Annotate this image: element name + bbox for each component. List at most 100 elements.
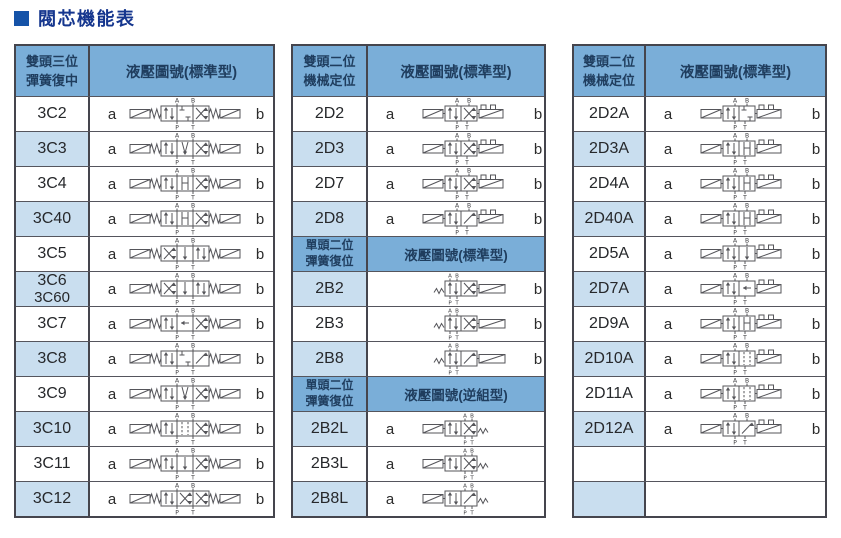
svg-text:T: T	[190, 405, 195, 412]
header-diagram-title: 液壓圖號(標準型)	[368, 46, 544, 96]
svg-text:P: P	[455, 125, 459, 132]
table-header: 單頭二位 彈簧復位 液壓圖號(逆組型)	[293, 376, 544, 411]
label-b: b	[811, 385, 821, 403]
header-title-text: 液壓圖號(標準型)	[404, 248, 508, 263]
model-code-cell: 2D12A	[574, 412, 646, 446]
svg-text:T: T	[742, 230, 747, 237]
svg-text:A: A	[175, 378, 180, 385]
model-code: 3C5	[37, 245, 67, 263]
label-b: b	[811, 315, 821, 333]
svg-text:P: P	[463, 441, 467, 447]
model-code: 2D3A	[588, 140, 630, 158]
label-b: b	[811, 105, 821, 123]
label-a: a	[107, 245, 117, 263]
model-code-cell: 3C2	[16, 97, 90, 131]
svg-text:P: P	[463, 476, 467, 482]
label-b: b	[255, 175, 265, 193]
label-a: a	[663, 245, 673, 263]
model-code-cell: 2D7A	[574, 272, 646, 306]
header-line: 機械定位	[303, 73, 356, 88]
svg-text:P: P	[448, 336, 452, 342]
svg-text:A: A	[733, 133, 738, 140]
model-code: 2D2	[314, 105, 345, 123]
model-code: 3C3	[37, 140, 67, 158]
model-code-cell: 3C9	[16, 377, 90, 411]
svg-text:T: T	[742, 160, 747, 167]
svg-text:T: T	[469, 511, 474, 517]
label-a: a	[107, 420, 117, 438]
table-row: 2B8L a A B P T	[293, 481, 544, 516]
model-code-cell: 3C5	[16, 237, 90, 271]
svg-text:P: P	[733, 125, 737, 132]
model-code-cell: 2D3	[293, 132, 368, 166]
svg-text:P: P	[733, 300, 737, 307]
label-b: b	[811, 350, 821, 368]
label-b: b	[255, 490, 265, 508]
header-line: 單頭二位	[305, 238, 354, 253]
model-code: 2D7A	[588, 280, 630, 298]
svg-text:P: P	[463, 511, 467, 517]
svg-text:A: A	[175, 133, 180, 140]
model-code-cell: 2D5A	[574, 237, 646, 271]
label-a: a	[385, 455, 395, 473]
svg-text:B: B	[191, 273, 195, 280]
svg-text:P: P	[175, 475, 179, 482]
label-b: b	[255, 210, 265, 228]
svg-text:T: T	[190, 475, 195, 482]
svg-text:B: B	[745, 413, 749, 420]
label-a: a	[663, 105, 673, 123]
svg-text:T: T	[742, 440, 747, 447]
label-a: a	[107, 140, 117, 158]
model-code: 3C40	[32, 210, 72, 228]
svg-text:A: A	[455, 133, 460, 140]
svg-text:B: B	[467, 133, 471, 140]
model-code: 2D4A	[588, 175, 630, 193]
svg-text:P: P	[175, 160, 179, 167]
model-code-cell: 3C11	[16, 447, 90, 481]
label-a: a	[107, 455, 117, 473]
svg-text:T: T	[190, 195, 195, 202]
model-code-cell: 2B3	[293, 307, 368, 341]
table-header: 雙頭三位 彈簧復中 液壓圖號(標準型)	[16, 46, 273, 96]
svg-text:P: P	[175, 335, 179, 342]
svg-text:T: T	[469, 476, 474, 482]
svg-text:P: P	[733, 195, 737, 202]
model-code-cell: 2B2L	[293, 412, 368, 446]
svg-text:A: A	[175, 273, 180, 280]
label-b: b	[255, 420, 265, 438]
table-header: 雙頭二位 機械定位 液壓圖號(標準型)	[574, 46, 825, 96]
label-b: b	[533, 280, 543, 298]
svg-text:B: B	[191, 98, 195, 105]
model-code-cell: 2D2	[293, 97, 368, 131]
header-line: 雙頭三位	[25, 53, 78, 69]
label-b: b	[533, 175, 543, 193]
header-spool-type: 雙頭三位 彈簧復中	[16, 46, 90, 96]
svg-text:P: P	[733, 440, 737, 447]
svg-text:B: B	[191, 483, 195, 490]
header-spool-type: 雙頭二位 機械定位	[293, 46, 368, 96]
svg-text:T: T	[454, 301, 459, 307]
